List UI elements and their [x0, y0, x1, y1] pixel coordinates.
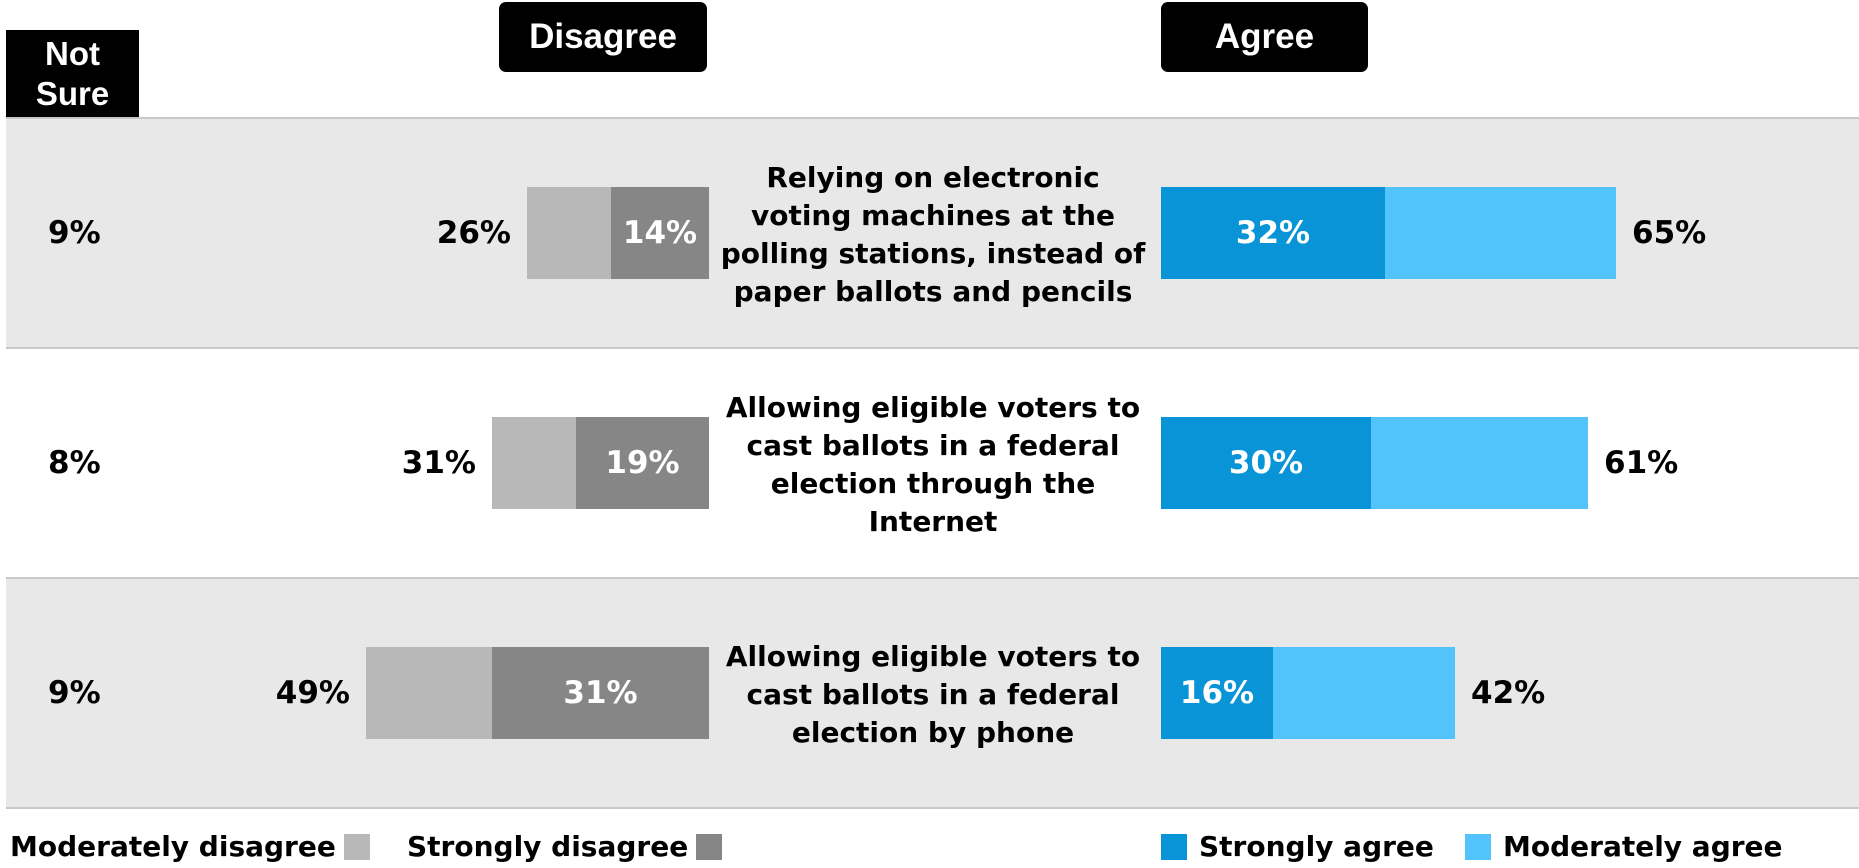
strongly-agree-label: 30% — [1229, 445, 1303, 481]
bar-moderately-disagree — [492, 417, 576, 509]
bar-moderately-agree — [1385, 187, 1616, 279]
row-background — [6, 578, 1859, 808]
disagree-header: Disagree — [499, 2, 707, 72]
agree-total-label: 65% — [1632, 215, 1706, 251]
bar-moderately-agree — [1273, 647, 1455, 739]
disagree-total-label: 49% — [276, 675, 350, 711]
bar-strongly-disagree — [576, 417, 709, 509]
strongly-disagree-label: 31% — [563, 675, 637, 711]
legend-label: Strongly agree — [1199, 830, 1434, 863]
strongly-disagree-label: 14% — [623, 215, 697, 251]
bar-strongly-agree — [1161, 417, 1371, 509]
bar-moderately-disagree — [527, 187, 611, 279]
legend-label: Strongly disagree — [407, 830, 689, 863]
bar-strongly-agree — [1161, 647, 1273, 739]
disagree-total-label: 31% — [402, 445, 476, 481]
bar-strongly-agree — [1161, 187, 1385, 279]
strongly-agree-label: 32% — [1236, 215, 1310, 251]
not-sure-value: 8% — [48, 445, 101, 481]
row-label-electronic-voting: Relying on electronic voting machines at… — [720, 161, 1146, 308]
strongly-agree-label: 16% — [1180, 675, 1254, 711]
bar-strongly-disagree — [492, 647, 709, 739]
agree-total-label: 61% — [1604, 445, 1678, 481]
row-label-internet-voting: Allowing eligible voters to cast ballots… — [725, 391, 1141, 538]
not-sure-header: Not Sure — [6, 30, 139, 118]
legend-label: Moderately agree — [1503, 830, 1783, 863]
legend-strongly-disagree: Strongly disagree — [407, 830, 723, 863]
disagree-total-label: 26% — [437, 215, 511, 251]
bar-moderately-agree — [1371, 417, 1588, 509]
legend-moderately-disagree: Moderately disagree — [10, 830, 370, 863]
row-label-phone-voting: Allowing eligible voters to cast ballots… — [725, 640, 1141, 749]
bar-strongly-disagree — [611, 187, 709, 279]
legend-swatch — [343, 833, 370, 860]
agree-total-label: 42% — [1471, 675, 1545, 711]
legend-swatch — [1161, 833, 1187, 860]
legend-moderately-agree: Moderately agree — [1465, 830, 1783, 863]
strongly-disagree-label: 19% — [605, 445, 679, 481]
agree-header: Agree — [1161, 2, 1368, 72]
legend-swatch — [696, 833, 723, 860]
bar-moderately-disagree — [366, 647, 492, 739]
not-sure-value: 9% — [48, 215, 101, 251]
legend-swatch — [1465, 833, 1491, 860]
legend-label: Moderately disagree — [10, 830, 336, 863]
legend-strongly-agree: Strongly agree — [1161, 830, 1434, 863]
not-sure-value: 9% — [48, 675, 101, 711]
